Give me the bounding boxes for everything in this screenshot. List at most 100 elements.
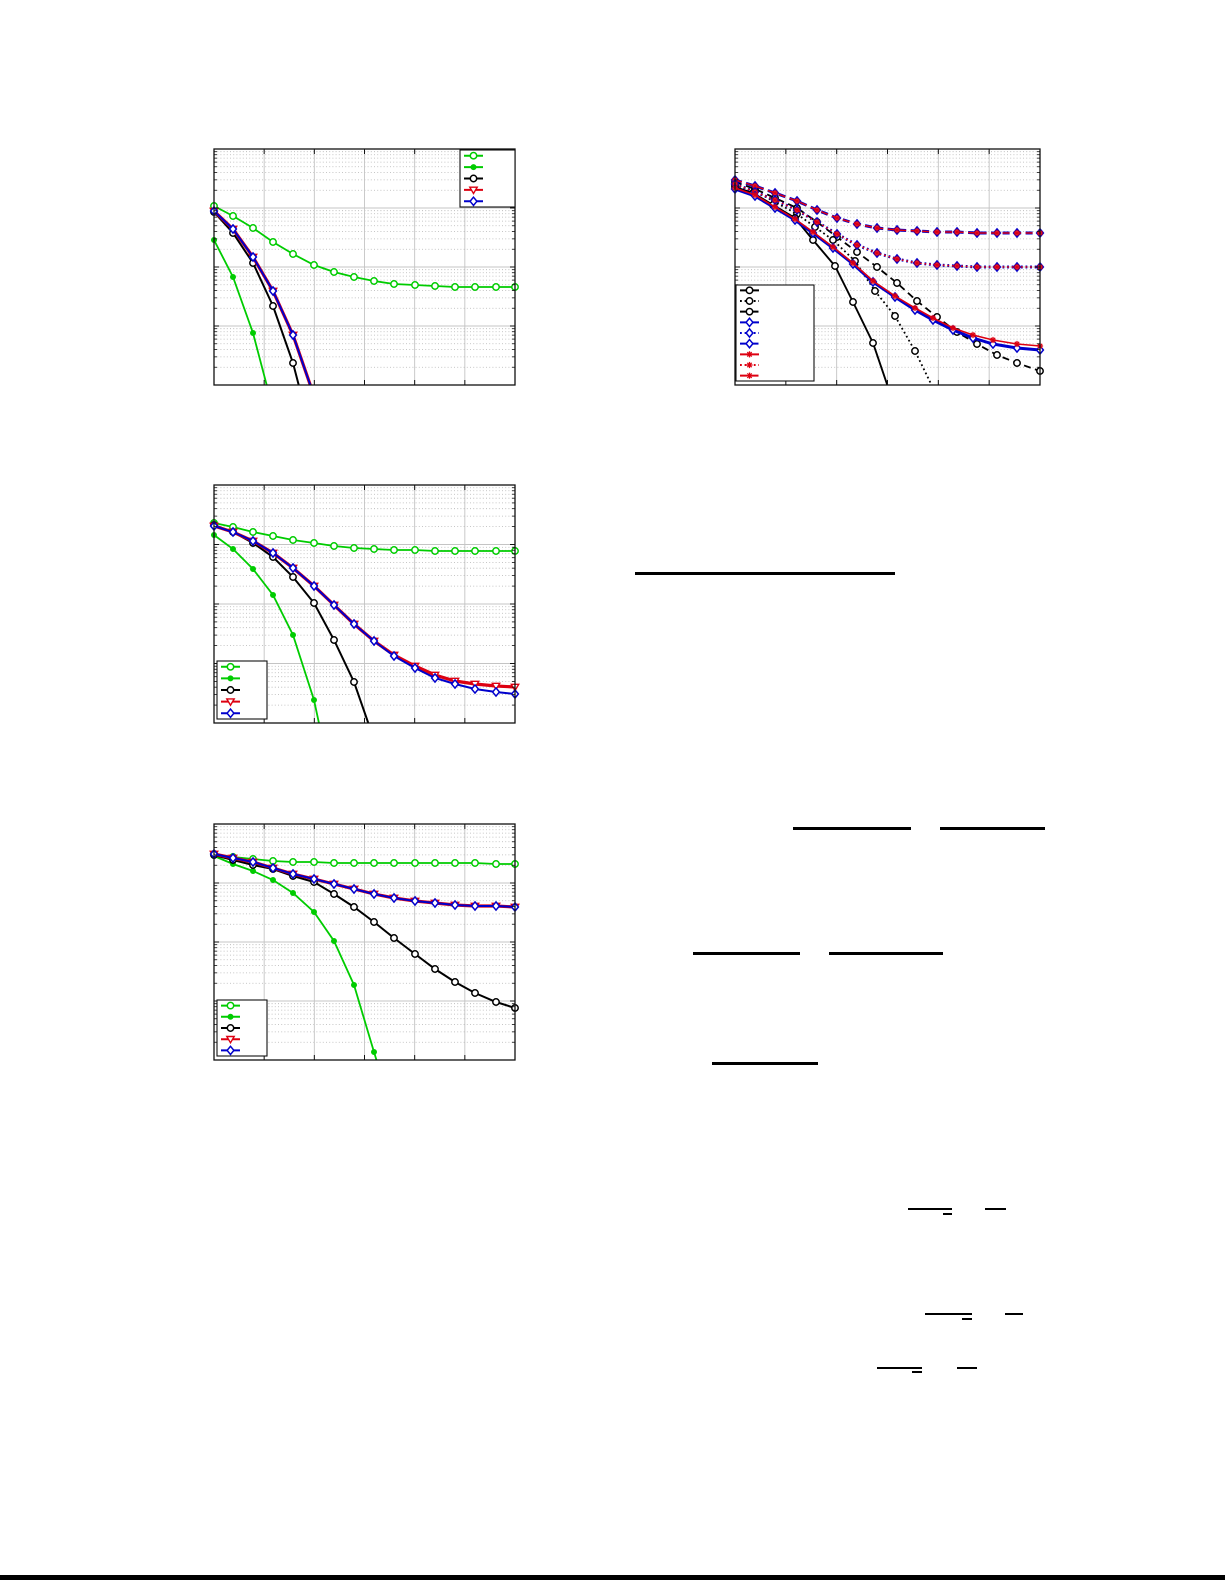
circle-open-marker-icon: [451, 283, 459, 291]
asterisk-marker-icon: [933, 261, 941, 269]
fraction-bar: [943, 1213, 952, 1215]
plot-canvas: [209, 484, 520, 731]
diamond-marker-icon: [226, 707, 235, 719]
legend-entry: [221, 1013, 240, 1020]
diamond-marker-icon: [268, 547, 278, 559]
circle-filled-marker-icon: [230, 546, 236, 552]
fraction-bar: [635, 572, 895, 575]
circle-open-marker-icon: [390, 546, 398, 554]
asterisk-marker-icon: [771, 189, 779, 197]
series-blue-diamond: [209, 848, 520, 913]
legend-entry: [464, 151, 483, 160]
circle-open-marker-icon: [370, 277, 378, 285]
circle-filled-marker-icon: [230, 274, 236, 280]
diamond-marker-icon: [248, 251, 258, 263]
asterisk-marker-icon: [793, 206, 801, 214]
fraction-bar: [962, 1318, 972, 1320]
asterisk-marker-icon: [746, 361, 753, 369]
asterisk-marker-icon: [973, 263, 981, 271]
legend: [735, 284, 815, 382]
diamond-marker-icon: [268, 285, 278, 297]
circle-open-marker-icon: [745, 307, 754, 316]
circle-open-marker-icon: [390, 859, 398, 867]
fraction-bar: [829, 952, 943, 955]
circle-open-marker-icon: [330, 268, 338, 276]
asterisk-marker-icon: [833, 214, 841, 222]
circle-open-marker-icon: [1013, 359, 1021, 367]
diamond-marker-icon: [369, 888, 379, 900]
circle-open-marker-icon: [249, 528, 257, 536]
asterisk-marker-icon: [746, 372, 753, 379]
diamond-marker-icon: [288, 562, 298, 574]
diamond-marker-icon: [288, 329, 298, 341]
circle-open-marker-icon: [886, 387, 892, 393]
diamond-marker-icon: [410, 895, 420, 907]
diamond-marker-icon: [369, 635, 379, 647]
diamond-marker-icon: [430, 672, 440, 684]
asterisk-marker-icon: [953, 228, 961, 236]
legend-entry: [221, 1024, 240, 1032]
legend-entry: [221, 662, 240, 671]
legend: [216, 999, 268, 1057]
circle-open-marker-icon: [350, 903, 358, 911]
diamond-marker-icon: [228, 852, 238, 864]
fraction-bar: [712, 1062, 818, 1065]
asterisk-marker-icon: [949, 324, 957, 332]
diamond-marker-icon: [470, 900, 480, 912]
legend-entry: [464, 186, 483, 195]
circle-open-marker-icon: [226, 1001, 235, 1010]
circle-filled-marker-icon: [470, 164, 477, 171]
grid: [214, 149, 515, 385]
legend-entry: [740, 307, 759, 316]
diamond-marker-icon: [745, 327, 754, 339]
circle-open-marker-icon: [330, 859, 338, 867]
asterisk-marker-icon: [849, 259, 857, 267]
fraction-bar: [912, 1371, 922, 1373]
circle-filled-marker-icon: [351, 982, 357, 988]
figure-plot-middle-left: [204, 475, 525, 733]
circle-open-marker-icon: [226, 686, 235, 694]
circle-open-marker-icon: [471, 283, 479, 291]
fraction-bar: [693, 952, 800, 955]
asterisk-marker-icon: [829, 243, 837, 251]
circle-open-marker-icon: [229, 212, 237, 220]
asterisk-marker-icon: [893, 255, 901, 263]
circle-filled-marker-icon: [227, 1013, 234, 1020]
asterisk-marker-icon: [813, 206, 821, 214]
fraction-bar: [985, 1208, 1006, 1210]
diamond-marker-icon: [228, 526, 238, 538]
circle-open-marker-icon: [390, 280, 398, 288]
diamond-marker-icon: [745, 338, 754, 349]
legend-entry: [740, 327, 759, 339]
circle-filled-marker-icon: [290, 632, 296, 638]
axes-frame: [213, 823, 516, 1061]
diamond-marker-icon: [309, 873, 319, 885]
diamond-marker-icon: [311, 384, 313, 385]
circle-open-marker-icon: [350, 859, 358, 867]
asterisk-marker-icon: [993, 263, 1001, 271]
diamond-marker-icon: [288, 868, 298, 880]
legend-entry: [221, 1035, 240, 1045]
circle-filled-marker-icon: [311, 909, 317, 915]
legend-entry: [221, 698, 240, 707]
legend-entry: [740, 351, 759, 358]
figure-plot-top-right: [725, 139, 1050, 395]
legend-entry: [221, 707, 240, 719]
circle-filled-marker-icon: [318, 726, 323, 731]
triangle-down-marker-icon: [308, 387, 315, 393]
diamond-marker-icon: [470, 683, 480, 695]
asterisk-marker-icon: [969, 331, 977, 339]
circle-open-marker-icon: [431, 965, 439, 973]
circle-open-marker-icon: [931, 387, 937, 393]
circle-open-marker-icon: [891, 312, 899, 320]
diamond-marker-icon: [450, 899, 460, 911]
triangle-down-marker-icon: [225, 698, 236, 707]
circle-open-marker-icon: [451, 859, 459, 867]
legend-entry: [464, 174, 483, 183]
circle-open-marker-icon: [873, 263, 881, 271]
circle-open-marker-icon: [829, 236, 837, 244]
circle-open-marker-icon: [330, 542, 338, 550]
circle-open-marker-icon: [330, 890, 338, 898]
circle-filled-marker-icon: [266, 388, 271, 393]
asterisk-marker-icon: [953, 262, 961, 270]
